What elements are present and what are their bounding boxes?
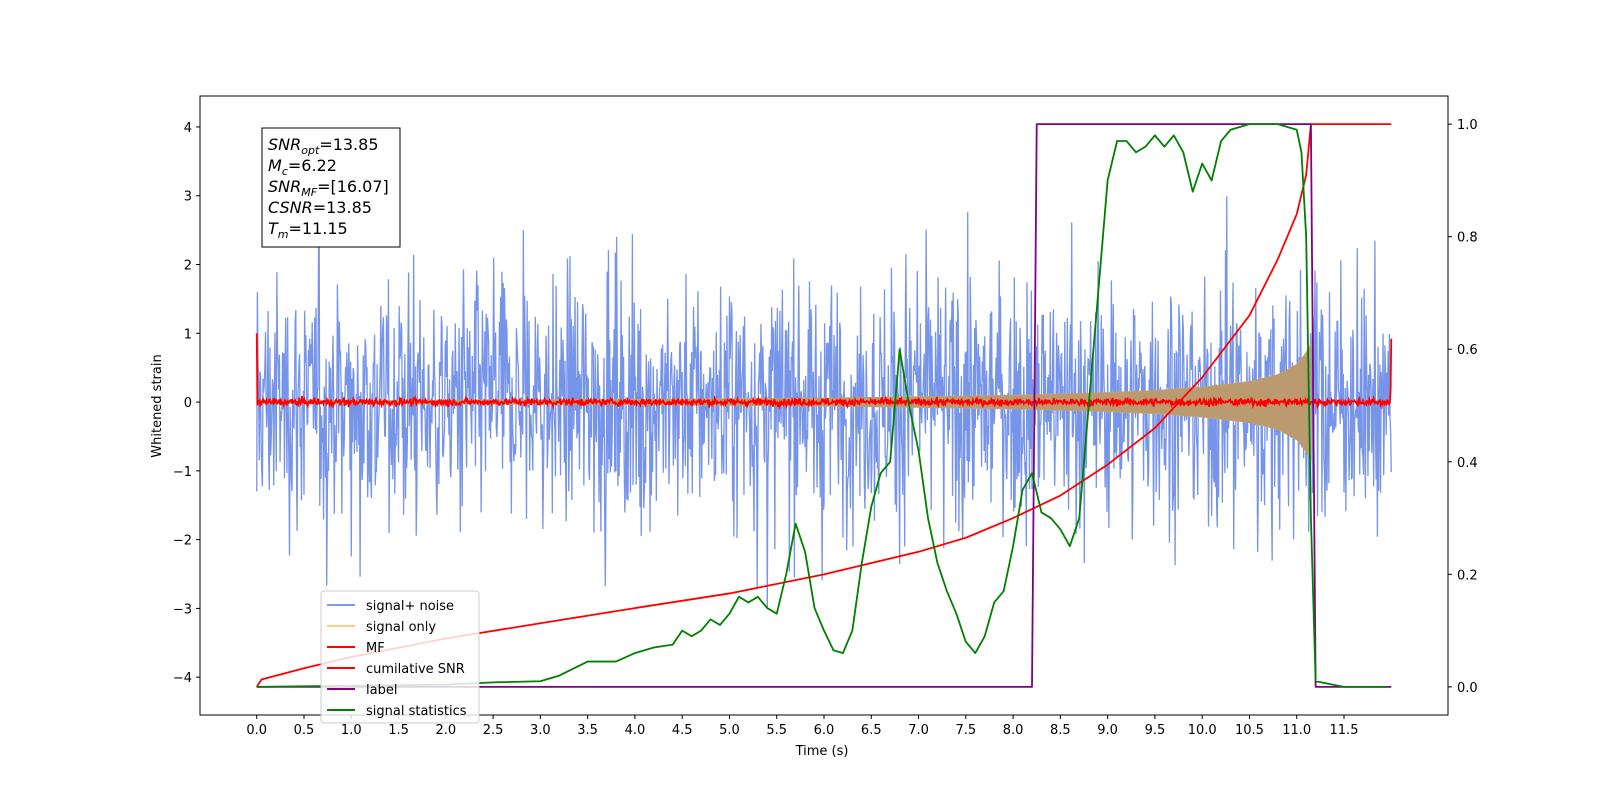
y-tick-label: 2: [184, 259, 192, 274]
y-tick-label: 0: [184, 396, 192, 411]
series-signal-statistics: [256, 123, 1387, 688]
y-tick-label: 1: [184, 327, 192, 342]
annotation-subscript: c: [282, 165, 288, 178]
annotation-symbol: CSNR: [268, 198, 313, 217]
annotation-value: =13.85: [313, 198, 372, 217]
x-tick-label: 10.5: [1235, 723, 1264, 738]
y2-tick-label: 0.2: [1457, 568, 1478, 583]
annotation-subscript: opt: [301, 144, 320, 157]
annotation-line: Tm=11.15: [268, 219, 348, 241]
y-axis-right: 0.0 0.2 0.4 0.6 0.8 1.0: [1448, 118, 1478, 696]
x-tick-label: 6.0: [814, 723, 835, 738]
x-tick-label: 0.0: [246, 723, 267, 738]
y-tick-label: −4: [173, 671, 192, 686]
x-tick-label: 11.0: [1282, 723, 1311, 738]
annotation-symbol: SNR: [268, 177, 301, 196]
annotation-line: SNRMF=[16.07]: [268, 177, 389, 199]
series-layer: [255, 123, 1393, 688]
annotation-value: =11.15: [289, 219, 348, 238]
series-mf: [255, 333, 1393, 410]
annotation-line: Mc=6.22: [268, 156, 337, 178]
x-tick-label: 3.5: [577, 723, 598, 738]
annotation-box: SNRopt=13.85Mc=6.22SNRMF=[16.07]CSNR=13.…: [261, 127, 401, 248]
x-tick-label: 0.5: [294, 723, 315, 738]
x-tick-label: 9.5: [1145, 723, 1166, 738]
y-tick-label: −3: [173, 602, 192, 617]
legend-label: MF: [366, 641, 385, 656]
x-tick-label: 1.0: [341, 723, 362, 738]
x-axis-label: Time (s): [795, 744, 849, 759]
x-tick-label: 8.0: [1003, 723, 1024, 738]
x-tick-label: 11.5: [1330, 723, 1359, 738]
series-label: [256, 123, 1392, 688]
x-tick-label: 6.5: [861, 723, 882, 738]
x-tick-label: 2.5: [483, 723, 504, 738]
x-tick-label: 3.0: [530, 723, 551, 738]
legend-label: signal only: [366, 620, 436, 635]
legend-label: label: [366, 683, 397, 698]
legend-label: signal statistics: [366, 704, 467, 719]
y-tick-label: 4: [184, 121, 192, 136]
y2-tick-label: 1.0: [1457, 118, 1478, 133]
annotation-subscript: m: [278, 228, 289, 241]
x-tick-label: 8.5: [1050, 723, 1071, 738]
x-tick-label: 4.5: [672, 723, 693, 738]
annotation-line: CSNR=13.85: [268, 198, 372, 217]
x-tick-label: 5.5: [766, 723, 787, 738]
annotation-value: =[16.07]: [317, 177, 389, 196]
x-tick-label: 7.0: [908, 723, 929, 738]
legend-label: signal+ noise: [366, 599, 454, 614]
annotation-frame: [261, 127, 401, 248]
annotation-line: SNRopt=13.85: [268, 135, 379, 157]
annotation-symbol: SNR: [268, 135, 301, 154]
x-tick-label: 10.0: [1188, 723, 1217, 738]
annotation-symbol: T: [268, 219, 279, 238]
x-tick-label: 1.5: [388, 723, 409, 738]
x-tick-label: 4.0: [625, 723, 646, 738]
legend-frame: [320, 590, 480, 724]
annotation-value: =6.22: [288, 156, 337, 175]
annotation-value: =13.85: [319, 135, 378, 154]
x-tick-label: 7.5: [955, 723, 976, 738]
y-tick-label: −2: [173, 534, 192, 549]
legend-label: cumilative SNR: [366, 662, 465, 677]
y2-tick-label: 0.6: [1457, 343, 1478, 358]
y-tick-label: −1: [173, 465, 192, 480]
y-axis-label: Whitened strain: [150, 354, 165, 457]
y2-tick-label: 0.0: [1457, 681, 1478, 696]
x-axis: 0.0 0.5 1.0 1.5 2.0 2.5 3.0 3.5 4.0 4.5 5.0 5.5 6.0 6…: [246, 715, 1358, 738]
x-tick-label: 2.0: [435, 723, 456, 738]
y-tick-label: 3: [184, 190, 192, 205]
x-tick-label: 5.0: [719, 723, 740, 738]
y2-tick-label: 0.8: [1457, 231, 1478, 246]
annotation-subscript: MF: [301, 186, 317, 199]
annotation-symbol: M: [268, 156, 282, 175]
legend: signal+ noise signal only MF cumilative SNR…: [320, 590, 480, 724]
y2-tick-label: 0.4: [1457, 456, 1478, 471]
x-tick-label: 9.0: [1097, 723, 1118, 738]
y-axis-left: −4 −3 −2 −1 0 1 2 3 4: [173, 121, 200, 686]
